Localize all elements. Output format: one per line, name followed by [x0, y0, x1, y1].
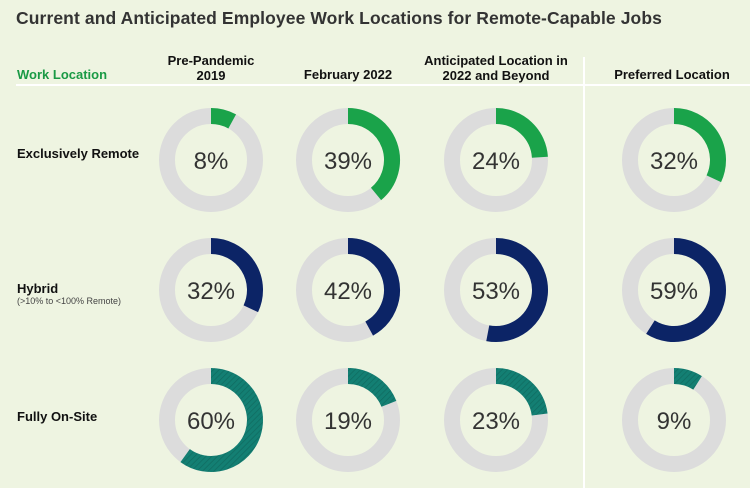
column-header-line1: Anticipated Location in — [424, 53, 568, 68]
donut-value-label: 19% — [324, 408, 372, 435]
donut-hybrid-3: 59% — [622, 238, 726, 342]
donut-arc-hybrid — [486, 238, 548, 342]
donut-arc-onsite — [180, 368, 263, 472]
row-header-work-location: Work Location — [17, 67, 108, 82]
column-header-line1: Pre-Pandemic — [167, 53, 255, 68]
donut-arc-onsite — [673, 368, 702, 390]
row-label-hybrid: Hybrid — [17, 281, 59, 296]
row-label-exclusively-remote: Exclusively Remote — [17, 146, 140, 161]
column-header-line2: 2022 and Beyond — [442, 68, 550, 83]
donut-onsite-1: 19% — [296, 368, 400, 472]
donut-arc-onsite — [347, 368, 397, 408]
column-divider — [583, 57, 585, 488]
donut-hybrid-1: 42% — [296, 238, 400, 342]
donut-value-label: 60% — [187, 408, 235, 435]
donut-value-label: 23% — [472, 408, 520, 435]
donut-arc-remote — [347, 108, 400, 201]
donut-onsite-3: 9% — [622, 368, 726, 472]
donut-value-label: 9% — [657, 408, 692, 435]
header-divider — [16, 84, 750, 86]
column-header-february-2022: February 2022 — [253, 67, 443, 82]
donut-arc-remote — [210, 108, 237, 129]
donut-value-label: 39% — [324, 148, 372, 175]
donut-onsite-2: 23% — [444, 368, 548, 472]
donut-arc-hybrid — [646, 238, 726, 342]
row-label-fully-on-site: Fully On-Site — [17, 409, 98, 424]
column-header-preferred: Preferred Location — [577, 67, 750, 82]
donut-value-label: 8% — [194, 148, 229, 175]
donut-remote-2: 24% — [444, 108, 548, 212]
donut-value-label: 42% — [324, 278, 372, 305]
donut-value-label: 32% — [650, 148, 698, 175]
donut-onsite-0: 60% — [159, 368, 263, 472]
row-sublabel-hybrid: (>10% to <100% Remote) — [17, 296, 122, 306]
donut-value-label: 32% — [187, 278, 235, 305]
donut-arc-remote — [673, 108, 726, 183]
donut-arc-hybrid — [210, 238, 263, 313]
column-header-line1: February 2022 — [303, 67, 393, 82]
column-header-anticipated: Anticipated Location in 2022 and Beyond — [401, 53, 591, 83]
column-header-line2: 2019 — [196, 68, 226, 83]
donut-value-label: 24% — [472, 148, 520, 175]
column-header-line1: Preferred Location — [614, 67, 730, 82]
donut-arc-remote — [495, 108, 548, 159]
donut-remote-1: 39% — [296, 108, 400, 212]
column-header-pre-pandemic: Pre-Pandemic 2019 — [116, 53, 306, 83]
donut-hybrid-0: 32% — [159, 238, 263, 342]
donut-hybrid-2: 53% — [444, 238, 548, 342]
donut-value-label: 53% — [472, 278, 520, 305]
donut-remote-3: 32% — [622, 108, 726, 212]
chart-title: Current and Anticipated Employee Work Lo… — [16, 8, 662, 28]
donut-remote-0: 8% — [159, 108, 263, 212]
donut-arc-onsite — [495, 368, 548, 416]
donut-value-label: 59% — [650, 278, 698, 305]
donut-arc-hybrid — [347, 238, 400, 336]
